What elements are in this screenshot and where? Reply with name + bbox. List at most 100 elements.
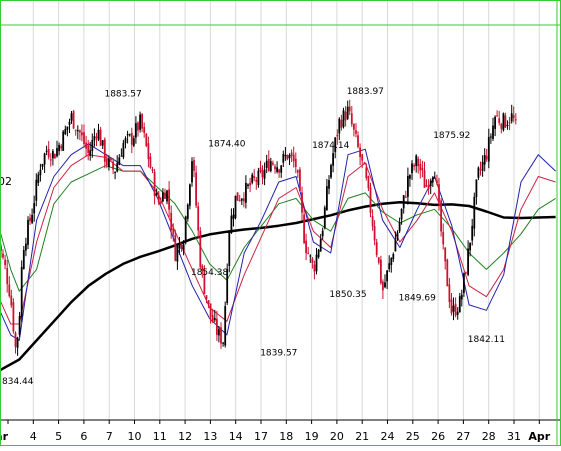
candle-body [444, 247, 447, 262]
candle-body [39, 169, 42, 176]
candle-body [355, 130, 357, 134]
candle-body [328, 180, 330, 189]
price-annotation-label: 1883.57 [104, 89, 141, 99]
candle-body [263, 169, 266, 179]
candle-body [390, 258, 393, 265]
candle-body [162, 192, 164, 202]
candle-body [463, 273, 465, 293]
candle-body [105, 159, 108, 165]
candle-body [425, 185, 428, 187]
candle-body [114, 171, 116, 173]
candle-body [357, 135, 359, 147]
candle-body [8, 284, 11, 296]
candle-body [128, 134, 131, 136]
candle-body [448, 284, 451, 302]
candle-body [508, 122, 511, 124]
candle-body [247, 184, 249, 186]
candle-body [512, 115, 515, 119]
x-tick-label: 5 [55, 430, 62, 443]
candle-body [361, 154, 364, 161]
x-tick-label: 18 [279, 430, 293, 443]
candle-body [193, 160, 195, 171]
candle-body [89, 150, 92, 156]
candle-body [72, 110, 75, 129]
candle-body [12, 302, 15, 332]
candle-body [182, 244, 185, 251]
candle-body [452, 305, 455, 312]
candle-body [398, 222, 401, 232]
candle-body [373, 226, 376, 241]
candle-body [14, 332, 17, 347]
candle-body [267, 159, 270, 171]
candle-body [54, 154, 56, 159]
candle-body [101, 140, 104, 146]
candle-body [189, 184, 191, 206]
candle-body [207, 300, 210, 304]
candle-body [41, 164, 44, 167]
candle-body [91, 140, 94, 151]
candle-body [396, 232, 399, 240]
candle-body [147, 143, 150, 160]
candle-body [338, 118, 341, 134]
x-tick-label: 14 [229, 430, 243, 443]
candle-body [365, 167, 368, 178]
price-annotation-label: 1874.40 [208, 140, 245, 150]
candle-body [330, 165, 332, 178]
candle-body [475, 179, 478, 198]
candle-body [103, 139, 106, 162]
candle-body [400, 209, 403, 220]
candle-body [149, 156, 152, 168]
candle-body [377, 257, 380, 263]
candle-body [510, 113, 513, 122]
x-tick-label: 4 [30, 430, 37, 443]
y-axis-partial-label: 02 [0, 175, 12, 188]
candle-body [49, 159, 52, 161]
x-tick-label: 24 [381, 430, 395, 443]
candle-body [458, 296, 461, 312]
x-tick-label: 17 [254, 430, 268, 443]
candle-body [500, 124, 503, 129]
candle-body [272, 162, 274, 165]
price-annotation-label: 1849.69 [399, 294, 436, 304]
candle-body [230, 215, 233, 234]
candle-body [477, 167, 480, 178]
x-tick-label: 28 [482, 430, 496, 443]
candle-body [203, 271, 206, 294]
price-annotations: 1883.57 1874.40 1854.38 1839.57 1874.14 1850.… [2, 87, 505, 387]
candle-body [384, 282, 386, 288]
candle-body [456, 311, 459, 315]
x-tick-label: 12 [178, 430, 192, 443]
candle-body [386, 270, 388, 282]
candle-body [2, 253, 4, 258]
candle-body [292, 154, 295, 162]
price-annotation-label: 1874.14 [312, 141, 349, 151]
x-tick-label: 27 [456, 430, 470, 443]
candle-body [4, 259, 6, 266]
candle-body [157, 195, 160, 203]
x-tick-label: 19 [305, 430, 319, 443]
candle-body [413, 165, 415, 167]
candle-body [496, 115, 498, 117]
candle-body [176, 246, 179, 262]
candle-body [29, 217, 31, 222]
candle-body [99, 129, 102, 146]
candle-body [126, 134, 129, 136]
candle-body [58, 145, 60, 152]
candle-body [116, 163, 119, 172]
candle-body [350, 113, 353, 125]
candle-body [211, 315, 214, 323]
candle-body [388, 263, 391, 270]
candle-body [299, 169, 301, 191]
candle-body [409, 175, 411, 179]
candle-body [243, 198, 245, 202]
candle-body [35, 179, 38, 201]
candle-body [485, 155, 488, 160]
candle-body [303, 214, 305, 243]
candle-body [259, 167, 262, 172]
candle-body [294, 158, 297, 167]
candle-body [479, 169, 482, 171]
candle-body [411, 163, 413, 173]
candle-body [375, 242, 378, 256]
candle-body [137, 122, 139, 131]
